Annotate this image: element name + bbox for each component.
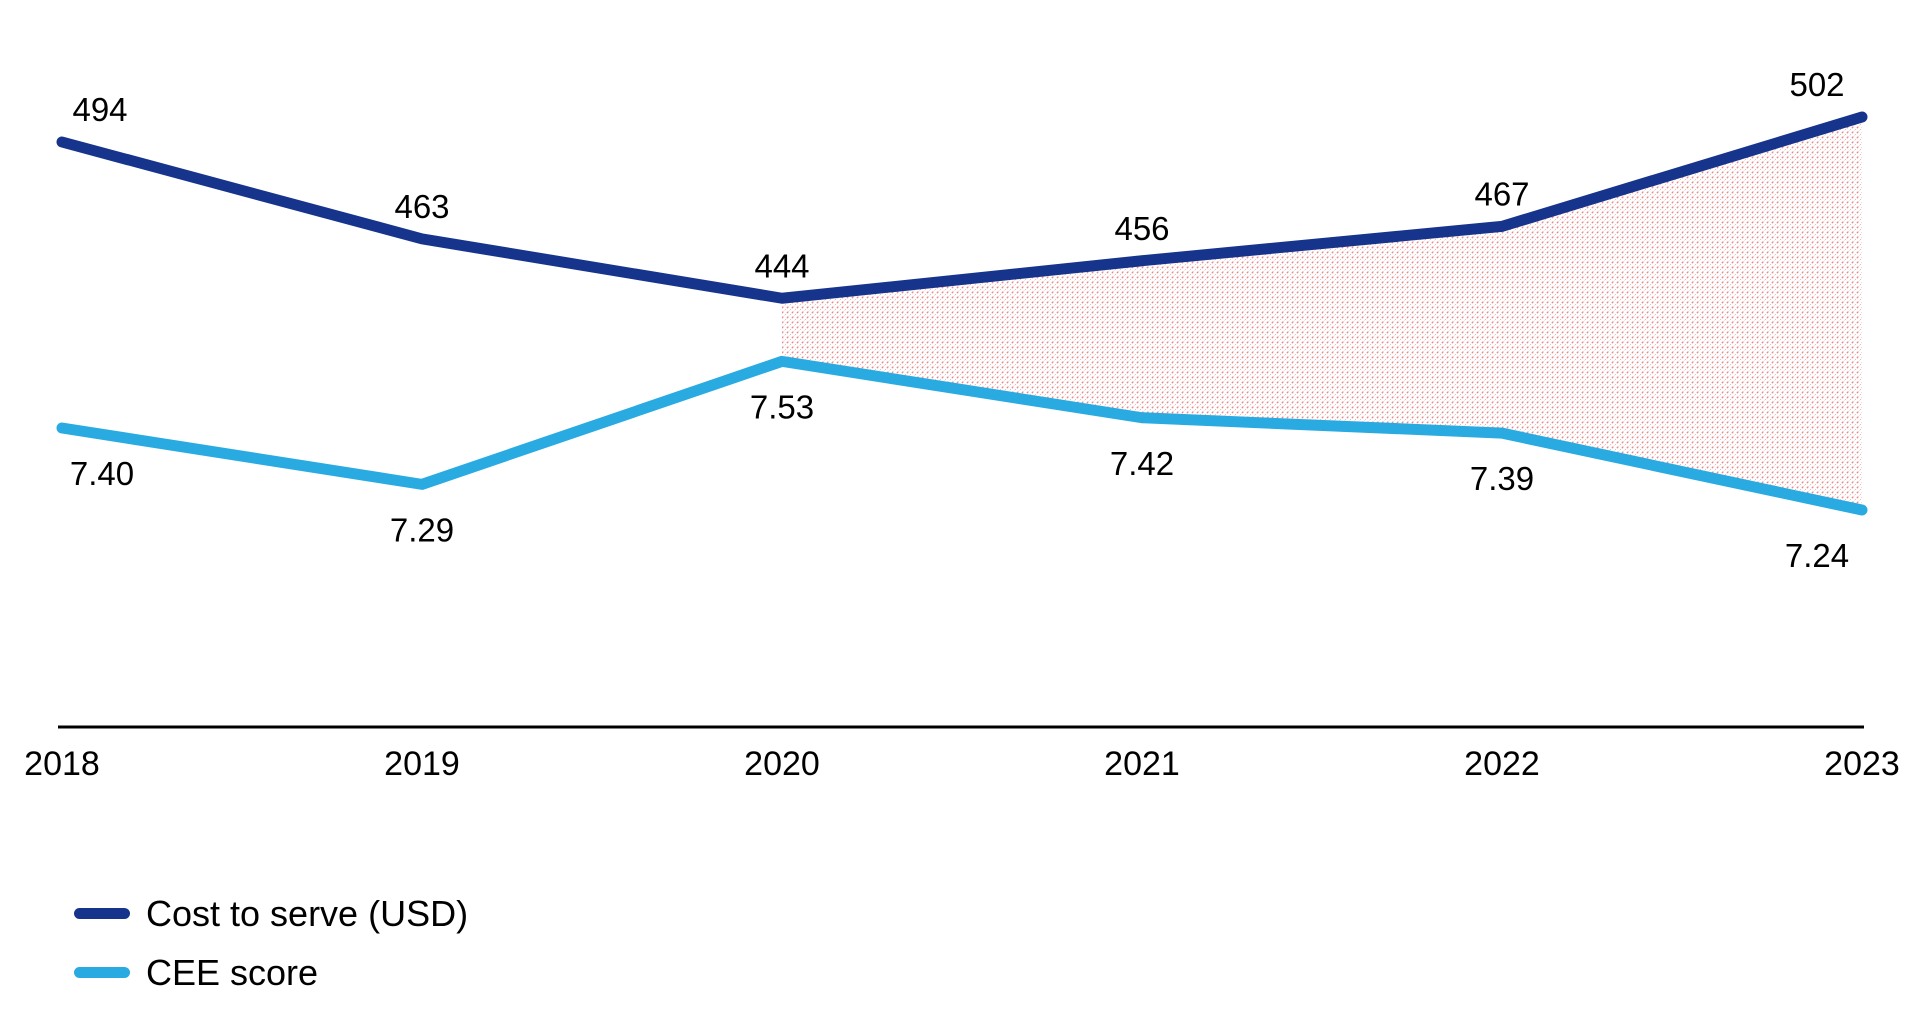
cost-value-label-2023: 502 <box>1789 66 1844 103</box>
divergence-hatch-area <box>782 117 1862 510</box>
x-tick-label-2018: 2018 <box>24 745 100 783</box>
legend-label-cost: Cost to serve (USD) <box>146 892 469 934</box>
x-tick-label-2022: 2022 <box>1464 745 1540 783</box>
cee-value-label-2021: 7.42 <box>1110 445 1174 482</box>
legend-label-cee: CEE score <box>146 951 319 993</box>
cost-value-label-2018: 494 <box>72 91 127 128</box>
cee-value-label-2022: 7.39 <box>1470 460 1534 497</box>
cee-score-line <box>56 355 1868 516</box>
cost-value-label-2021: 456 <box>1114 210 1169 247</box>
x-tick-label-2021: 2021 <box>1104 745 1180 783</box>
x-axis-layer: 2018 2019 2020 2021 2022 2023 <box>24 725 1900 783</box>
x-tick-label-2020: 2020 <box>744 745 820 783</box>
legend-item-cee: CEE score <box>74 943 468 1002</box>
divergence-band-layer <box>782 117 1862 510</box>
cee-value-label-2019: 7.29 <box>390 511 454 548</box>
legend-item-cost: Cost to serve (USD) <box>74 884 468 943</box>
cee-value-label-2018: 7.40 <box>70 455 134 492</box>
cost-line-swatch <box>74 908 130 919</box>
x-tick-label-2023: 2023 <box>1824 745 1900 783</box>
cost-value-label-2019: 463 <box>394 188 449 225</box>
x-tick-label-2019: 2019 <box>384 745 460 783</box>
cost-value-label-2022: 467 <box>1474 175 1529 212</box>
cee-value-label-2020: 7.53 <box>750 388 814 425</box>
cee-line-swatch <box>74 967 130 978</box>
cee-value-label-2023: 7.24 <box>1785 537 1849 574</box>
cost-to-serve-line <box>56 111 1868 304</box>
legend: Cost to serve (USD) CEE score <box>74 884 468 1002</box>
data-labels-layer: 494 463 444 456 467 502 7.40 7.29 7.53 7.42 7.39 7.… <box>70 66 1849 574</box>
cost-value-label-2020: 444 <box>754 247 809 284</box>
series-lines-layer <box>56 111 1868 516</box>
